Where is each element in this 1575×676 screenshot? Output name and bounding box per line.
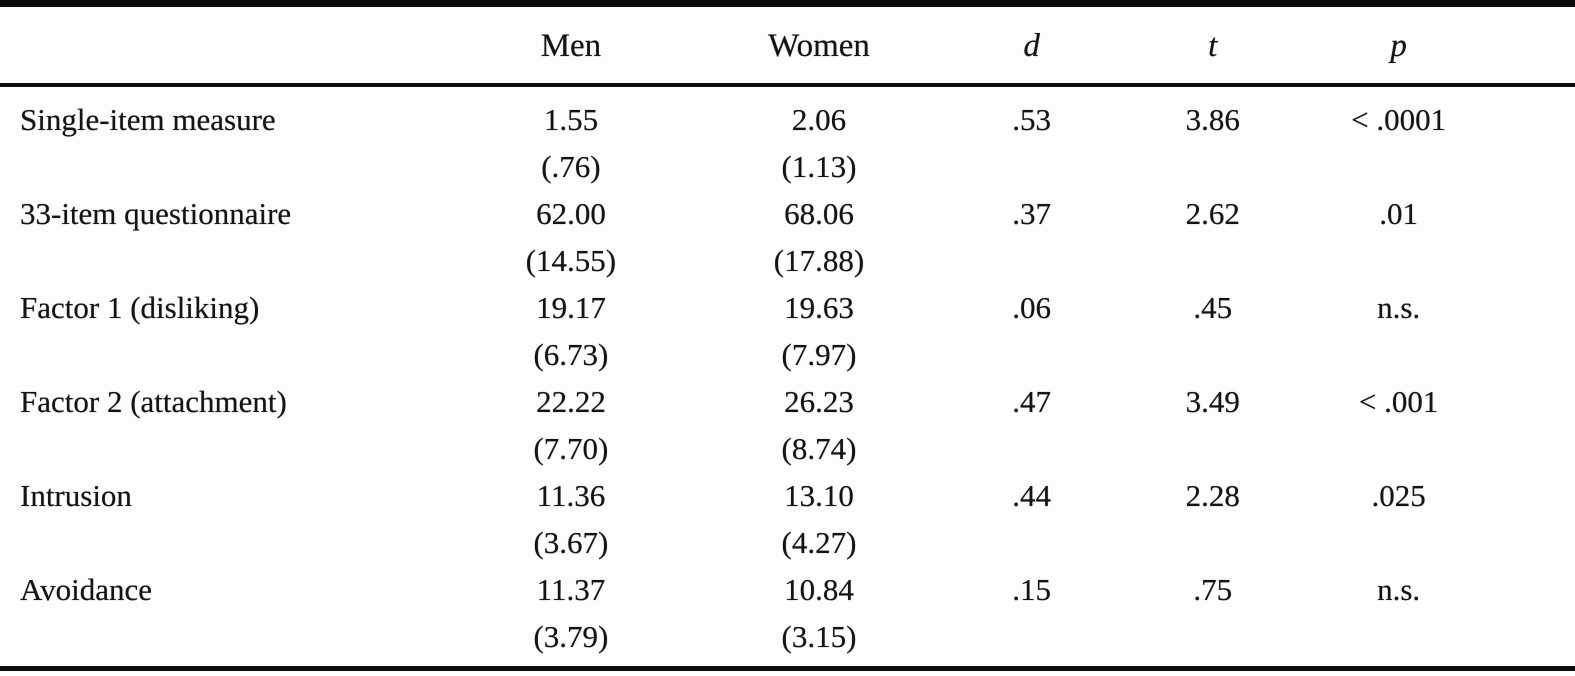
d-value-cell: .47: [1012, 384, 1051, 419]
row-label: Avoidance: [20, 572, 152, 607]
t-value-cell: .75: [1193, 572, 1233, 607]
header-measure: [0, 4, 449, 86]
men-sd: (.76): [541, 149, 601, 184]
d-value-cell: .44: [1012, 478, 1051, 513]
women-mean: 68.06: [784, 196, 854, 231]
p-value-cell: .01: [1379, 196, 1418, 231]
p-value-cell: < .001: [1358, 384, 1439, 419]
men-mean: 1.55: [543, 102, 599, 137]
table-row: 33-item questionnaire 62.00 (14.55) 68.06 (1…: [0, 190, 1575, 284]
men-mean: 22.22: [536, 384, 606, 419]
row-label: Intrusion: [20, 478, 132, 513]
t-value-cell: 2.28: [1185, 478, 1240, 513]
table-row: Intrusion 11.36 (3.67) 13.10 (4.27) .44 2.28 .0…: [0, 472, 1575, 566]
men-sd: (14.55): [525, 243, 617, 278]
women-mean-sd-cell: 26.23 (8.74): [693, 378, 945, 472]
table-row: Factor 1 (disliking) 19.17 (6.73) 19.63 (7.9…: [0, 284, 1575, 378]
men-sd: (7.70): [533, 431, 609, 466]
p-value-cell: < .0001: [1351, 102, 1447, 137]
women-mean-sd-cell: 10.84 (3.15): [693, 566, 945, 669]
women-sd: (8.74): [781, 431, 857, 466]
t-value-cell: 3.86: [1185, 102, 1240, 137]
men-mean-sd-cell: 11.37 (3.79): [449, 566, 693, 669]
women-sd: (3.15): [781, 619, 857, 654]
women-mean-sd-cell: 68.06 (17.88): [693, 190, 945, 284]
men-sd: (3.67): [533, 525, 609, 560]
table-body: Single-item measure 1.55 (.76) 2.06 (1.13) .5…: [0, 85, 1575, 669]
women-sd: (1.13): [781, 149, 857, 184]
men-mean-sd-cell: 62.00 (14.55): [449, 190, 693, 284]
men-mean-sd-cell: 22.22 (7.70): [449, 378, 693, 472]
row-label: Factor 1 (disliking): [20, 290, 260, 325]
women-mean: 13.10: [784, 478, 854, 513]
row-label: Single-item measure: [20, 102, 276, 137]
p-value-cell: n.s.: [1377, 290, 1421, 325]
header-men: Men: [540, 28, 602, 64]
header-t: t: [1208, 28, 1218, 64]
p-value-cell: .025: [1371, 478, 1426, 513]
header-d: d: [1023, 28, 1040, 64]
men-mean-sd-cell: 1.55 (.76): [449, 85, 693, 190]
women-sd: (7.97): [781, 337, 857, 372]
d-value-cell: .06: [1012, 290, 1051, 325]
table-row: Factor 2 (attachment) 22.22 (7.70) 26.23 (8.…: [0, 378, 1575, 472]
men-mean: 19.17: [536, 290, 606, 325]
men-mean: 11.36: [536, 478, 606, 513]
women-mean: 19.63: [784, 290, 854, 325]
header-row: Men Women d t p: [0, 4, 1575, 86]
men-mean-sd-cell: 11.36 (3.67): [449, 472, 693, 566]
men-mean-sd-cell: 19.17 (6.73): [449, 284, 693, 378]
women-mean: 26.23: [784, 384, 854, 419]
women-mean-sd-cell: 2.06 (1.13): [693, 85, 945, 190]
men-mean: 62.00: [536, 196, 606, 231]
table-row: Avoidance 11.37 (3.79) 10.84 (3.15) .15 .75 n.s…: [0, 566, 1575, 669]
women-mean: 2.06: [791, 102, 847, 137]
t-value-cell: 3.49: [1185, 384, 1240, 419]
d-value-cell: .53: [1012, 102, 1051, 137]
d-value-cell: .37: [1012, 196, 1051, 231]
women-mean: 10.84: [784, 572, 854, 607]
d-value-cell: .15: [1012, 572, 1051, 607]
table-row: Single-item measure 1.55 (.76) 2.06 (1.13) .5…: [0, 85, 1575, 190]
header-women: Women: [768, 28, 870, 64]
header-p: p: [1390, 28, 1407, 64]
women-mean-sd-cell: 19.63 (7.97): [693, 284, 945, 378]
women-mean-sd-cell: 13.10 (4.27): [693, 472, 945, 566]
t-value-cell: .45: [1193, 290, 1233, 325]
men-sd: (3.79): [533, 619, 609, 654]
table-header: Men Women d t p: [0, 4, 1575, 86]
men-mean: 11.37: [536, 572, 606, 607]
women-sd: (17.88): [773, 243, 865, 278]
row-label: Factor 2 (attachment): [20, 384, 287, 419]
men-sd: (6.73): [533, 337, 609, 372]
women-sd: (4.27): [781, 525, 857, 560]
row-label: 33-item questionnaire: [20, 196, 292, 231]
t-value-cell: 2.62: [1185, 196, 1240, 231]
p-value-cell: n.s.: [1377, 572, 1421, 607]
